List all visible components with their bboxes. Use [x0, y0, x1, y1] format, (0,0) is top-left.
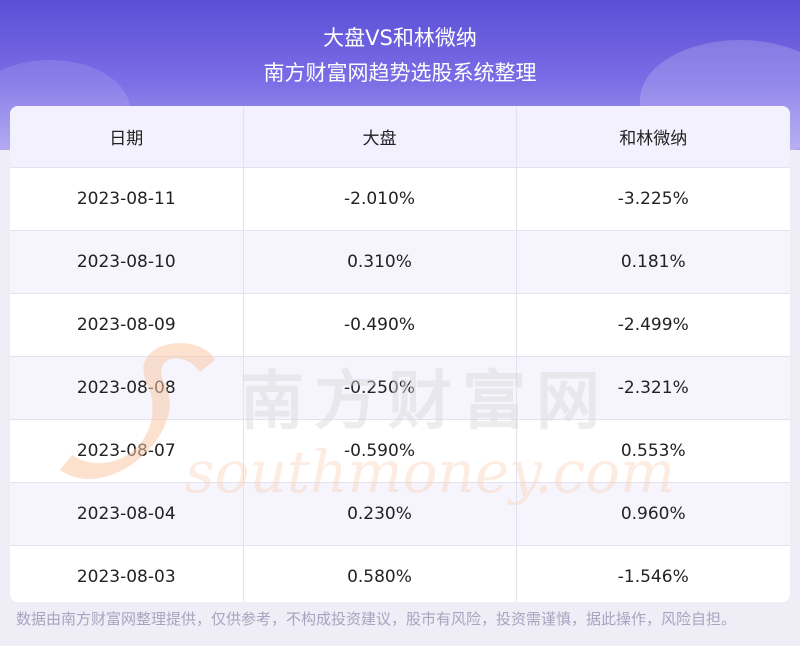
stock-change-cell: 0.181%: [516, 230, 790, 294]
comparison-table-card: 日期 大盘 和林微纳 2023-08-11 -2.010% -3.225% 20…: [10, 106, 790, 602]
table-row: 2023-08-09 -0.490% -2.499%: [10, 293, 790, 357]
page-title: 大盘VS和林微纳: [323, 26, 477, 50]
column-header-stock: 和林微纳: [516, 106, 790, 168]
market-change-cell: -2.010%: [243, 167, 517, 231]
stock-change-cell: -1.546%: [516, 545, 790, 602]
stock-change-cell: -3.225%: [516, 167, 790, 231]
column-header-date: 日期: [10, 106, 244, 168]
table-row: 2023-08-03 0.580% -1.546%: [10, 545, 790, 602]
date-cell: 2023-08-04: [10, 482, 244, 546]
stock-change-cell: 0.553%: [516, 419, 790, 483]
table-row: 2023-08-11 -2.010% -3.225%: [10, 167, 790, 231]
date-cell: 2023-08-08: [10, 356, 244, 420]
market-change-cell: -0.490%: [243, 293, 517, 357]
table-row: 2023-08-08 -0.250% -2.321%: [10, 356, 790, 420]
table-row: 2023-08-04 0.230% 0.960%: [10, 482, 790, 546]
stock-change-cell: 0.960%: [516, 482, 790, 546]
date-cell: 2023-08-11: [10, 167, 244, 231]
market-change-cell: 0.310%: [243, 230, 517, 294]
stock-change-cell: -2.321%: [516, 356, 790, 420]
disclaimer-text: 数据由南方财富网整理提供，仅供参考，不构成投资建议，股市有风险，投资需谨慎，据此…: [16, 610, 737, 628]
date-cell: 2023-08-07: [10, 419, 244, 483]
market-change-cell: 0.580%: [243, 545, 517, 602]
market-change-cell: -0.250%: [243, 356, 517, 420]
stock-change-cell: -2.499%: [516, 293, 790, 357]
page-subtitle: 南方财富网趋势选股系统整理: [263, 61, 537, 85]
comparison-table: 日期 大盘 和林微纳 2023-08-11 -2.010% -3.225% 20…: [10, 106, 790, 602]
table-header-row: 日期 大盘 和林微纳: [10, 106, 790, 168]
column-header-market: 大盘: [243, 106, 517, 168]
date-cell: 2023-08-10: [10, 230, 244, 294]
market-change-cell: -0.590%: [243, 419, 517, 483]
market-change-cell: 0.230%: [243, 482, 517, 546]
table-row: 2023-08-10 0.310% 0.181%: [10, 230, 790, 294]
table-row: 2023-08-07 -0.590% 0.553%: [10, 419, 790, 483]
date-cell: 2023-08-03: [10, 545, 244, 602]
date-cell: 2023-08-09: [10, 293, 244, 357]
